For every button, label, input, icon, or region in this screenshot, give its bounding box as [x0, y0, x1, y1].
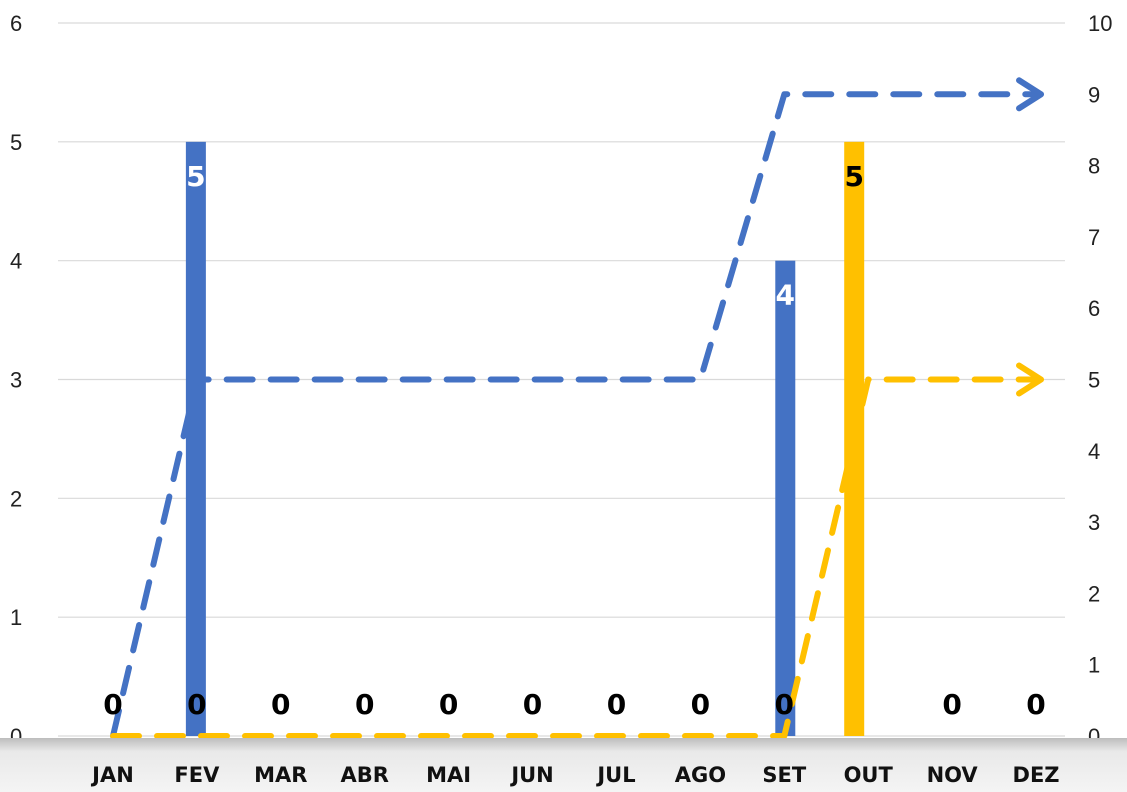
y2-tick-label: 3: [1088, 510, 1100, 535]
y2-tick-label: 1: [1088, 653, 1100, 678]
y-tick-label: 4: [10, 249, 22, 274]
zero-value-label: 0: [775, 688, 794, 721]
zero-value-label: 0: [942, 688, 961, 721]
y2-tick-label: 5: [1088, 368, 1100, 393]
arrow-head: [1016, 362, 1045, 397]
x-tick-label: MAR: [254, 763, 307, 787]
bar: [775, 260, 796, 736]
x-tick-label: JUN: [509, 763, 553, 787]
y2-tick-label: 2: [1088, 581, 1100, 606]
trend-line: [110, 376, 1039, 739]
x-tick-label: ABR: [340, 763, 388, 787]
zero-value-label: 0: [1026, 688, 1045, 721]
zero-value-label: 0: [271, 688, 290, 721]
y2-tick-label: 9: [1088, 82, 1100, 107]
x-axis-band: [0, 738, 1127, 792]
zero-value-label: 0: [439, 688, 458, 721]
y2-tick-label: 6: [1088, 296, 1100, 321]
y-tick-label: 2: [10, 486, 22, 511]
y2-tick-label: 10: [1088, 11, 1112, 36]
zero-value-label: 0: [187, 688, 206, 721]
arrow-head: [1016, 77, 1045, 112]
y2-tick-label: 4: [1088, 439, 1100, 464]
bar-value-label: 5: [844, 160, 863, 193]
x-tick-label: JAN: [90, 763, 134, 787]
bar-value-label: 5: [186, 160, 205, 193]
x-axis: JAN FEV MAR ABR MAI JUN JUL AGO SET OUT NOV DEZ: [90, 763, 1059, 787]
bars: [185, 141, 865, 737]
y2-tick-label: 8: [1088, 154, 1100, 179]
y2-tick-label: 7: [1088, 225, 1100, 250]
x-tick-label: DEZ: [1013, 763, 1060, 787]
trend-lines: [110, 77, 1045, 739]
zero-value-label: 0: [691, 688, 710, 721]
bar: [185, 141, 206, 737]
x-tick-label: OUT: [844, 763, 894, 787]
x-tick-label: FEV: [174, 763, 220, 787]
bar-labels: 5 4 5 0 0 0 0 0 0 0 0 0 0 0: [103, 160, 1046, 721]
zero-value-label: 0: [523, 688, 542, 721]
x-tick-label: AGO: [675, 763, 726, 787]
zero-value-label: 0: [355, 688, 374, 721]
x-tick-label: NOV: [927, 763, 979, 787]
zero-value-label: 0: [607, 688, 626, 721]
x-tick-label: MAI: [426, 763, 471, 787]
y-tick-label: 6: [10, 11, 22, 36]
x-tick-label: SET: [762, 763, 806, 787]
zero-value-label: 0: [103, 688, 122, 721]
bar-value-label: 4: [776, 279, 795, 312]
x-tick-label: JUL: [595, 763, 635, 787]
y-tick-label: 5: [10, 130, 22, 155]
y-tick-label: 1: [10, 605, 22, 630]
trend-line: [110, 91, 1039, 739]
y-tick-label: 3: [10, 368, 22, 393]
